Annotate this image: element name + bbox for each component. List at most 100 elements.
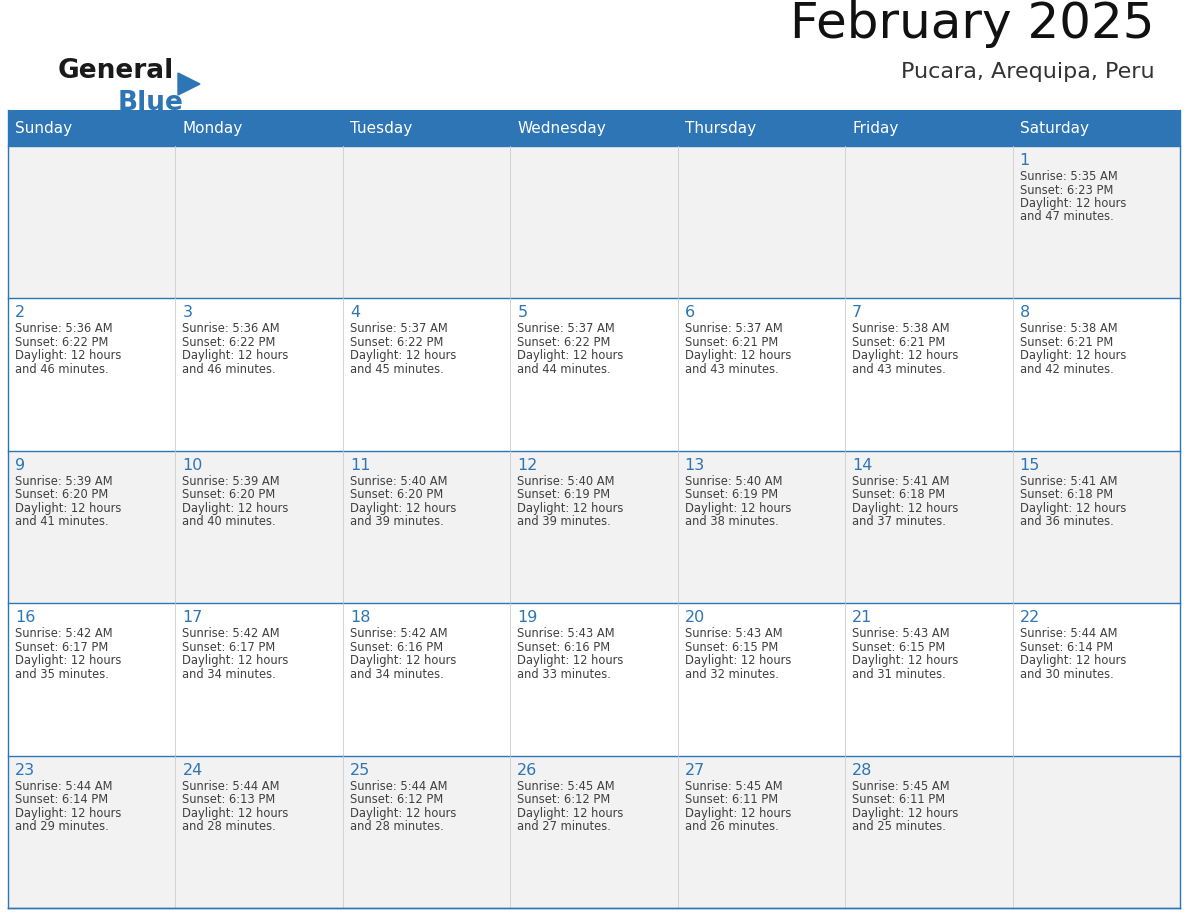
Text: and 29 minutes.: and 29 minutes.	[15, 820, 109, 834]
Text: Sunrise: 5:44 AM: Sunrise: 5:44 AM	[1019, 627, 1117, 640]
Text: Sunset: 6:20 PM: Sunset: 6:20 PM	[183, 488, 276, 501]
Text: Sunrise: 5:38 AM: Sunrise: 5:38 AM	[1019, 322, 1117, 335]
Text: and 47 minutes.: and 47 minutes.	[1019, 210, 1113, 223]
Text: and 40 minutes.: and 40 minutes.	[183, 515, 276, 528]
Text: Daylight: 12 hours: Daylight: 12 hours	[517, 502, 624, 515]
Text: and 27 minutes.: and 27 minutes.	[517, 820, 611, 834]
Text: Sunrise: 5:40 AM: Sunrise: 5:40 AM	[517, 475, 614, 487]
Text: Daylight: 12 hours: Daylight: 12 hours	[852, 502, 959, 515]
Text: and 31 minutes.: and 31 minutes.	[852, 667, 946, 681]
Text: and 43 minutes.: and 43 minutes.	[852, 363, 946, 375]
Text: Daylight: 12 hours: Daylight: 12 hours	[15, 807, 121, 820]
Text: Saturday: Saturday	[1019, 120, 1088, 136]
Text: 24: 24	[183, 763, 203, 778]
Text: 4: 4	[349, 306, 360, 320]
Text: Sunrise: 5:38 AM: Sunrise: 5:38 AM	[852, 322, 949, 335]
Text: Sunset: 6:12 PM: Sunset: 6:12 PM	[517, 793, 611, 806]
Text: 21: 21	[852, 610, 872, 625]
Text: Sunrise: 5:39 AM: Sunrise: 5:39 AM	[183, 475, 280, 487]
Text: and 39 minutes.: and 39 minutes.	[349, 515, 443, 528]
Text: Sunrise: 5:43 AM: Sunrise: 5:43 AM	[852, 627, 949, 640]
Text: Sunset: 6:18 PM: Sunset: 6:18 PM	[852, 488, 946, 501]
Text: 16: 16	[15, 610, 36, 625]
Text: Sunset: 6:22 PM: Sunset: 6:22 PM	[517, 336, 611, 349]
Text: Sunrise: 5:40 AM: Sunrise: 5:40 AM	[684, 475, 782, 487]
Text: Daylight: 12 hours: Daylight: 12 hours	[684, 807, 791, 820]
Text: Sunrise: 5:41 AM: Sunrise: 5:41 AM	[852, 475, 949, 487]
Text: 25: 25	[349, 763, 371, 778]
Text: 14: 14	[852, 458, 872, 473]
Text: Sunset: 6:14 PM: Sunset: 6:14 PM	[1019, 641, 1113, 654]
Text: and 39 minutes.: and 39 minutes.	[517, 515, 611, 528]
Text: Sunset: 6:11 PM: Sunset: 6:11 PM	[852, 793, 946, 806]
Text: and 26 minutes.: and 26 minutes.	[684, 820, 778, 834]
Text: Sunrise: 5:44 AM: Sunrise: 5:44 AM	[349, 779, 448, 792]
Text: Daylight: 12 hours: Daylight: 12 hours	[517, 807, 624, 820]
Text: 1: 1	[1019, 153, 1030, 168]
Text: and 32 minutes.: and 32 minutes.	[684, 667, 778, 681]
Bar	[8, 603, 1180, 756]
Text: Daylight: 12 hours: Daylight: 12 hours	[517, 655, 624, 667]
Text: Daylight: 12 hours: Daylight: 12 hours	[1019, 350, 1126, 363]
Text: General: General	[58, 58, 175, 84]
Text: Sunset: 6:21 PM: Sunset: 6:21 PM	[684, 336, 778, 349]
Text: Daylight: 12 hours: Daylight: 12 hours	[852, 350, 959, 363]
Text: Sunset: 6:22 PM: Sunset: 6:22 PM	[349, 336, 443, 349]
Text: Sunrise: 5:40 AM: Sunrise: 5:40 AM	[349, 475, 448, 487]
Text: and 43 minutes.: and 43 minutes.	[684, 363, 778, 375]
Text: and 35 minutes.: and 35 minutes.	[15, 667, 109, 681]
Bar	[8, 110, 1180, 146]
Text: Daylight: 12 hours: Daylight: 12 hours	[15, 350, 121, 363]
Text: and 36 minutes.: and 36 minutes.	[1019, 515, 1113, 528]
Text: Sunset: 6:11 PM: Sunset: 6:11 PM	[684, 793, 778, 806]
Text: and 28 minutes.: and 28 minutes.	[183, 820, 276, 834]
Text: Sunrise: 5:44 AM: Sunrise: 5:44 AM	[183, 779, 280, 792]
Text: Daylight: 12 hours: Daylight: 12 hours	[183, 807, 289, 820]
Text: and 42 minutes.: and 42 minutes.	[1019, 363, 1113, 375]
Text: 3: 3	[183, 306, 192, 320]
Text: Daylight: 12 hours: Daylight: 12 hours	[684, 655, 791, 667]
Text: Daylight: 12 hours: Daylight: 12 hours	[517, 350, 624, 363]
Text: Sunrise: 5:37 AM: Sunrise: 5:37 AM	[684, 322, 783, 335]
Text: Daylight: 12 hours: Daylight: 12 hours	[684, 502, 791, 515]
Text: Sunset: 6:22 PM: Sunset: 6:22 PM	[15, 336, 108, 349]
Text: Sunset: 6:16 PM: Sunset: 6:16 PM	[349, 641, 443, 654]
Text: Sunset: 6:18 PM: Sunset: 6:18 PM	[1019, 488, 1113, 501]
Text: Daylight: 12 hours: Daylight: 12 hours	[684, 350, 791, 363]
Text: and 28 minutes.: and 28 minutes.	[349, 820, 443, 834]
Text: and 41 minutes.: and 41 minutes.	[15, 515, 108, 528]
Text: Sunset: 6:17 PM: Sunset: 6:17 PM	[15, 641, 108, 654]
Text: 27: 27	[684, 763, 704, 778]
Text: Daylight: 12 hours: Daylight: 12 hours	[15, 655, 121, 667]
Polygon shape	[178, 73, 200, 95]
Text: 7: 7	[852, 306, 862, 320]
Text: Sunset: 6:14 PM: Sunset: 6:14 PM	[15, 793, 108, 806]
Text: Sunrise: 5:45 AM: Sunrise: 5:45 AM	[852, 779, 949, 792]
Text: 18: 18	[349, 610, 371, 625]
Text: Sunrise: 5:36 AM: Sunrise: 5:36 AM	[183, 322, 280, 335]
Text: and 34 minutes.: and 34 minutes.	[183, 667, 276, 681]
Text: Sunrise: 5:43 AM: Sunrise: 5:43 AM	[684, 627, 783, 640]
Text: Daylight: 12 hours: Daylight: 12 hours	[1019, 655, 1126, 667]
Text: 20: 20	[684, 610, 704, 625]
Text: Daylight: 12 hours: Daylight: 12 hours	[349, 807, 456, 820]
Text: Daylight: 12 hours: Daylight: 12 hours	[349, 350, 456, 363]
Text: Daylight: 12 hours: Daylight: 12 hours	[15, 502, 121, 515]
Text: and 46 minutes.: and 46 minutes.	[15, 363, 108, 375]
Text: Tuesday: Tuesday	[349, 120, 412, 136]
Text: Sunrise: 5:43 AM: Sunrise: 5:43 AM	[517, 627, 615, 640]
Text: and 34 minutes.: and 34 minutes.	[349, 667, 443, 681]
Text: February 2025: February 2025	[790, 0, 1155, 48]
Text: Daylight: 12 hours: Daylight: 12 hours	[183, 502, 289, 515]
Text: 26: 26	[517, 763, 537, 778]
Text: 15: 15	[1019, 458, 1040, 473]
Text: Sunset: 6:22 PM: Sunset: 6:22 PM	[183, 336, 276, 349]
Text: 28: 28	[852, 763, 872, 778]
Text: Sunset: 6:17 PM: Sunset: 6:17 PM	[183, 641, 276, 654]
Bar	[8, 146, 1180, 298]
Text: and 46 minutes.: and 46 minutes.	[183, 363, 276, 375]
Text: Sunset: 6:16 PM: Sunset: 6:16 PM	[517, 641, 611, 654]
Text: Sunrise: 5:41 AM: Sunrise: 5:41 AM	[1019, 475, 1117, 487]
Text: 9: 9	[15, 458, 25, 473]
Text: 10: 10	[183, 458, 203, 473]
